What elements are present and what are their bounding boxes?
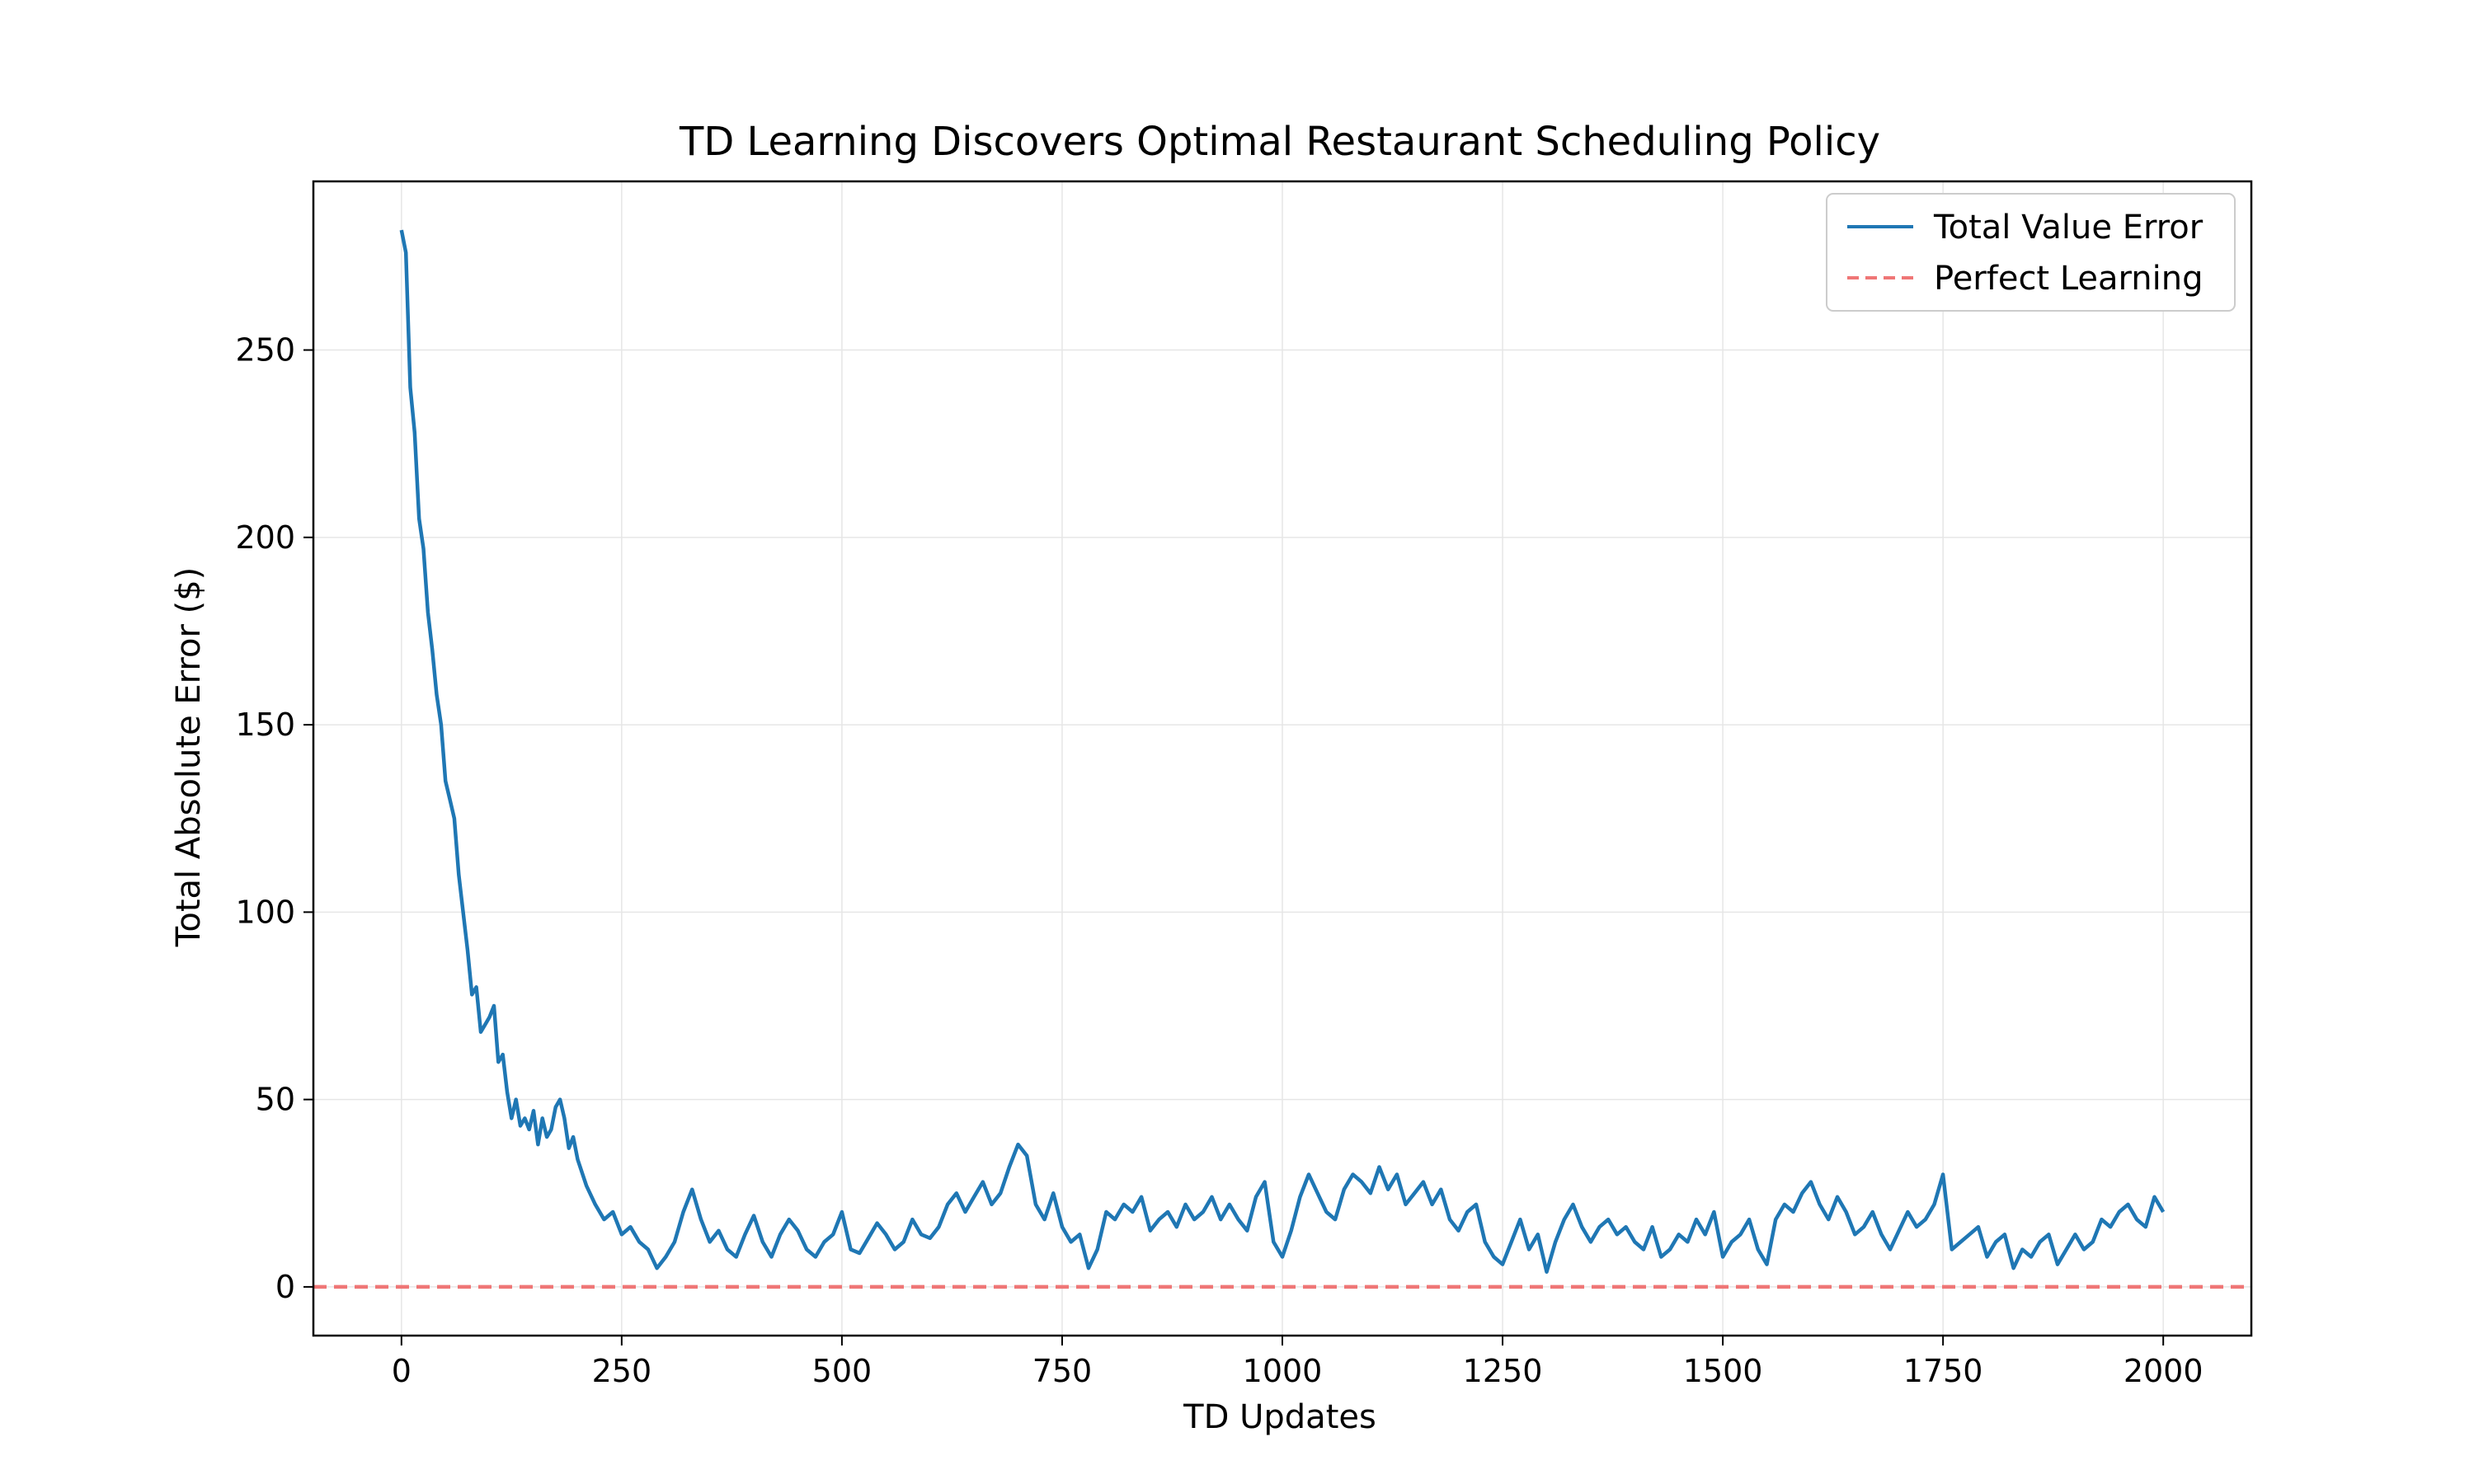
x-tick-label: 1250: [1463, 1353, 1543, 1389]
legend-frame: [1826, 193, 2236, 312]
y-tick-label: 250: [235, 332, 295, 369]
y-tick-label: 50: [256, 1082, 295, 1118]
series-line-total-value-error: [399, 229, 2166, 1274]
y-tick-label: 100: [235, 894, 295, 930]
x-tick-label: 0: [392, 1353, 412, 1389]
legend-label-perfect-learning: Perfect Learning: [1934, 260, 2203, 298]
y-tick-label: 0: [275, 1269, 295, 1305]
x-tick-label: 2000: [2124, 1353, 2204, 1389]
plot-area: [312, 180, 2253, 1337]
series-layer: [313, 229, 2251, 1289]
x-axis-ticks: 0 250 500 750 1000 1250 1500 1750 2000: [392, 1336, 2204, 1389]
x-axis-label: TD Updates: [1183, 1398, 1376, 1436]
y-axis-label: Total Absolute Error ($): [170, 567, 208, 948]
y-axis-ticks: 0 50 100 150 200 250: [235, 332, 313, 1305]
x-tick-label: 250: [592, 1353, 652, 1389]
legend: Total Value Error Perfect Learning: [1826, 193, 2236, 312]
x-tick-label: 500: [812, 1353, 872, 1389]
y-tick-label: 150: [235, 707, 295, 743]
x-tick-label: 1750: [1903, 1353, 1983, 1389]
chart-title: TD Learning Discovers Optimal Restaurant…: [679, 119, 1880, 165]
y-tick-label: 200: [235, 519, 295, 556]
x-tick-label: 1500: [1683, 1353, 1763, 1389]
x-tick-label: 750: [1032, 1353, 1093, 1389]
legend-label-total-value-error: Total Value Error: [1933, 209, 2204, 247]
x-tick-label: 1000: [1243, 1353, 1323, 1389]
